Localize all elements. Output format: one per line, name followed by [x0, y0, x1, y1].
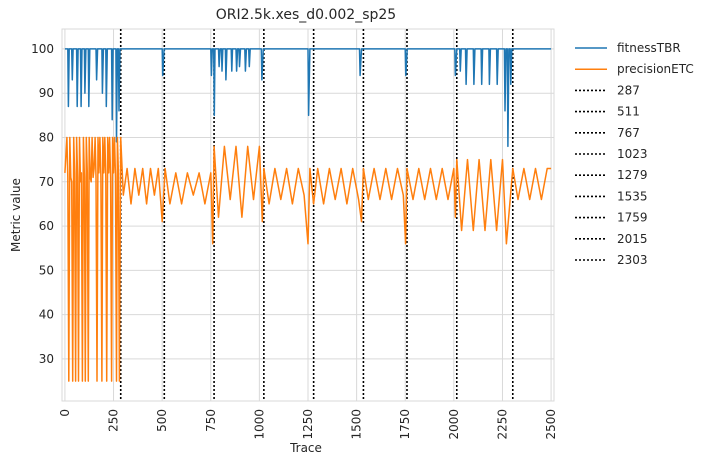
x-tick-label: 1750	[398, 409, 412, 440]
series-lines	[64, 48, 552, 382]
x-tick-label: 2000	[447, 409, 461, 440]
x-tick-label: 2250	[495, 409, 509, 440]
y-tick-label: 90	[39, 86, 54, 100]
x-tick-label: 1500	[350, 409, 364, 440]
legend-label: 511	[617, 105, 640, 119]
x-axis-label: Trace	[289, 441, 322, 455]
y-axis-label: Metric value	[9, 178, 23, 252]
series-line-fitnessTBR	[64, 48, 552, 148]
y-tick-label: 100	[31, 42, 54, 56]
x-tick-label: 1000	[252, 409, 266, 440]
x-tick-label: 500	[155, 409, 169, 432]
legend-label: 1759	[617, 211, 648, 225]
y-tick-label: 50	[39, 263, 54, 277]
x-tick-label: 250	[107, 409, 121, 432]
x-axis-ticks: 0 250 500 750 1000 1250 1500 1750 2000 2250 2500	[58, 409, 558, 440]
y-tick-label: 80	[39, 131, 54, 145]
legend-label: 287	[617, 83, 640, 97]
y-tick-label: 60	[39, 219, 54, 233]
legend-label: 1023	[617, 147, 648, 161]
y-tick-label: 40	[39, 308, 54, 322]
change-point-lines	[119, 29, 514, 401]
legend-label: fitnessTBR	[617, 41, 681, 55]
legend: fitnessTBR precisionETC 287 511 767 1023 1279 1…	[575, 41, 694, 267]
x-tick-label: 1250	[301, 409, 315, 440]
chart-title: ORI2.5k.xes_d0.002_sp25	[216, 7, 396, 23]
legend-label: 2303	[617, 253, 648, 267]
legend-label: 2015	[617, 232, 648, 246]
x-tick-label: 0	[58, 409, 72, 417]
series-line-precisionETC	[64, 136, 552, 382]
legend-label: 767	[617, 126, 640, 140]
y-tick-label: 30	[39, 352, 54, 366]
legend-label: precisionETC	[617, 62, 694, 76]
y-tick-label: 70	[39, 175, 54, 189]
legend-label: 1279	[617, 168, 648, 182]
y-axis-ticks: 30 40 50 60 70 80 90 100	[31, 42, 54, 366]
x-tick-label: 2500	[544, 409, 558, 440]
x-tick-label: 750	[204, 409, 218, 432]
legend-label: 1535	[617, 189, 648, 203]
